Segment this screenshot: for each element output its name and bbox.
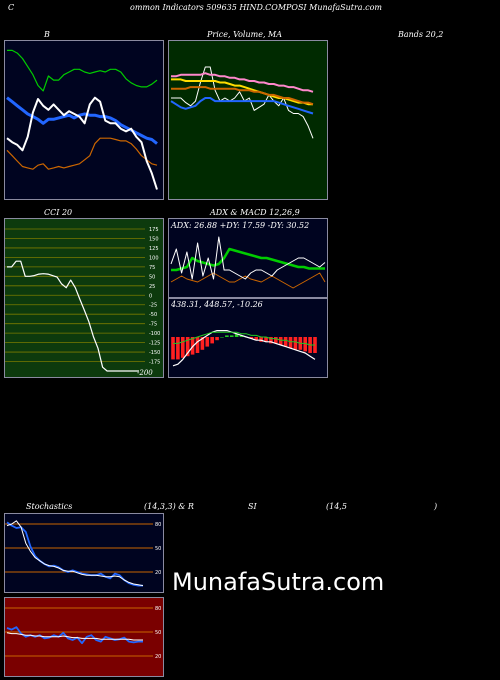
macd-bar (254, 337, 259, 341)
macd-bar (215, 337, 219, 341)
macd-bar (249, 337, 254, 339)
price-price-line (171, 66, 314, 139)
rsi-tick-label: 80 (155, 606, 161, 612)
macd-bar (205, 337, 210, 347)
macd-bar (303, 337, 308, 352)
adx-minus_di-line (170, 236, 326, 280)
cci-tick-label: -175 (149, 360, 160, 366)
stoch-tick-label: 80 (155, 522, 161, 528)
macd-bar (225, 335, 229, 337)
rsi-tick-label: 50 (155, 630, 161, 636)
stoch-panel: 80 50 20 (4, 513, 164, 593)
adx-values: ADX: 26.88 +DY: 17.59 -DY: 30.52 (171, 221, 310, 230)
stoch-tick-label: 20 (155, 570, 161, 576)
cci-tick-label: -75 (149, 322, 157, 328)
rsi-chart: 80 50 20 (5, 606, 161, 660)
stoch-params: (14,3,3) & R (144, 502, 194, 511)
rsi-si: SI (248, 502, 257, 511)
macd-bar (171, 337, 175, 360)
bollinger-panel (4, 40, 164, 200)
rsi-tick-label: 20 (155, 654, 161, 660)
macd-bar (200, 337, 205, 350)
rsi-panel: 80 50 20 (4, 597, 164, 677)
bb-upper-line (7, 49, 158, 92)
macd-bar (229, 335, 234, 337)
adx-title: ADX & MACD 12,26,9 (210, 208, 300, 217)
cci-tick-label: 100 (149, 255, 159, 261)
adx-adx-line (171, 247, 325, 272)
rsi-close: ) (434, 502, 438, 511)
cci-tick-label: 25 (149, 284, 155, 290)
cci-tick-label: -125 (149, 341, 160, 347)
macd-bar (264, 337, 268, 342)
bollinger-title: B (44, 30, 50, 39)
cci-tick-label: 75 (149, 265, 155, 271)
macd-macd-line (172, 330, 316, 367)
header-title: ommon Indicators 509635 HIND.COMPOSI Mun… (130, 3, 382, 12)
macd-signal-line (173, 331, 315, 346)
adx-chart (170, 236, 326, 289)
cci-tick-label: 175 (149, 227, 159, 233)
macd-bar (195, 337, 200, 353)
cci-tick-label: 0 (149, 293, 152, 299)
cci-last-value: -200 (137, 369, 153, 377)
macd-bar (180, 337, 185, 358)
macd-bar (274, 337, 278, 344)
cci-tick-label: -150 (149, 350, 160, 356)
cci-tick-label: -100 (149, 331, 160, 337)
macd-panel: 438.31, 448.57, -10.26 (168, 298, 328, 378)
watermark: MunafaSutra.com (172, 568, 385, 596)
bollinger-chart (6, 49, 158, 190)
macd-bar (288, 337, 293, 349)
header-left: C (8, 3, 15, 12)
cci-tick-label: -50 (149, 312, 157, 318)
stoch-k-line (6, 521, 143, 587)
adx-panel: ADX: 26.88 +DY: 17.59 -DY: 30.52 (168, 218, 328, 298)
stoch-d-line (6, 520, 144, 587)
macd-bar (185, 337, 190, 357)
price-ma_blue-line (170, 97, 314, 115)
rsi-params: (14,5 (326, 502, 347, 511)
macd-bar (176, 337, 180, 360)
macd-bar (269, 337, 273, 344)
cci-tick-label: 125 (149, 246, 159, 252)
rsi-avg-line (6, 632, 143, 641)
stoch-title: Stochastics (26, 502, 73, 511)
macd-values: 438.31, 448.57, -10.26 (171, 300, 263, 309)
price-panel (168, 40, 328, 200)
macd-bar (210, 337, 214, 344)
bb-lower-line (6, 137, 158, 170)
price-chart (170, 66, 314, 139)
macd-chart (171, 330, 317, 367)
bb-price-line (6, 96, 158, 190)
price-ma_pink-line (171, 72, 314, 93)
cci-tick-label: 150 (149, 236, 159, 242)
cci-tick-label: 50 (149, 274, 155, 280)
price-title: Price, Volume, MA (207, 30, 283, 39)
cci-panel: 175 150 125 100 75 50 25 0 -25 -50 -75 -100 -125 -150… (4, 218, 164, 378)
stoch-chart: 80 50 20 (5, 520, 161, 587)
cci-tick-label: -25 (149, 303, 157, 309)
macd-bar (293, 337, 298, 350)
macd-bar (234, 333, 239, 337)
adx-plus_di-line (170, 272, 326, 289)
stoch-tick-label: 50 (155, 546, 161, 552)
macd-bar (278, 337, 283, 345)
bands-title: Bands 20,2 (398, 30, 444, 39)
cci-line (7, 260, 139, 372)
cci-chart: 175 150 125 100 75 50 25 0 -25 -50 -75 -100 -125 -150… (5, 227, 160, 377)
macd-bar (239, 335, 244, 337)
macd-bar (283, 337, 288, 347)
macd-bar (259, 337, 263, 342)
price-ma_yellow-line (171, 78, 313, 106)
cci-title: CCI 20 (44, 208, 73, 217)
macd-bar (220, 337, 224, 338)
price-ma_orange-line (171, 86, 314, 106)
